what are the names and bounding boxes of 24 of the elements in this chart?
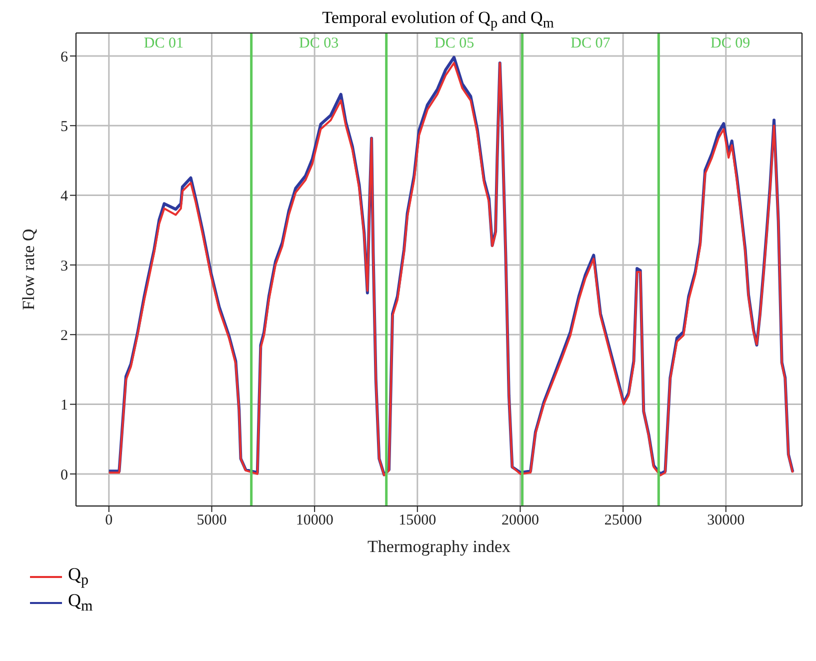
y-tick-label: 0 bbox=[60, 467, 68, 484]
x-tick-label: 30000 bbox=[707, 512, 745, 529]
x-tick-label: 15000 bbox=[398, 512, 436, 529]
x-axis-title: Thermography index bbox=[367, 537, 512, 556]
legend-label: Q$_{m}$ bbox=[68, 590, 93, 616]
x-tick-label: 0 bbox=[105, 512, 113, 529]
legend-label: Q$_{p}$ bbox=[68, 564, 88, 590]
y-tick-label: 3 bbox=[60, 258, 68, 274]
x-tick-label: 5000 bbox=[196, 512, 227, 529]
annotation: DC 07 bbox=[570, 35, 611, 52]
y-axis-title: Flow rate Q bbox=[19, 228, 38, 310]
annotation: DC 01 bbox=[144, 35, 184, 52]
x-tick-label: 25000 bbox=[604, 512, 642, 529]
annotation: DC 09 bbox=[710, 35, 750, 52]
chart-title: Temporal evolution of Q$_{p}$ and Q$_{m}$ bbox=[321, 8, 555, 32]
x-tick-label: 20000 bbox=[501, 512, 539, 529]
y-tick-label: 6 bbox=[60, 49, 68, 66]
y-tick-label: 1 bbox=[60, 398, 68, 414]
y-tick-label: 4 bbox=[60, 188, 68, 205]
y-tick-label: 2 bbox=[60, 328, 68, 344]
annotation: DC 05 bbox=[434, 35, 474, 52]
x-tick-label: 10000 bbox=[296, 512, 334, 529]
annotation: DC 03 bbox=[299, 35, 339, 52]
y-tick-label: 5 bbox=[60, 118, 68, 135]
